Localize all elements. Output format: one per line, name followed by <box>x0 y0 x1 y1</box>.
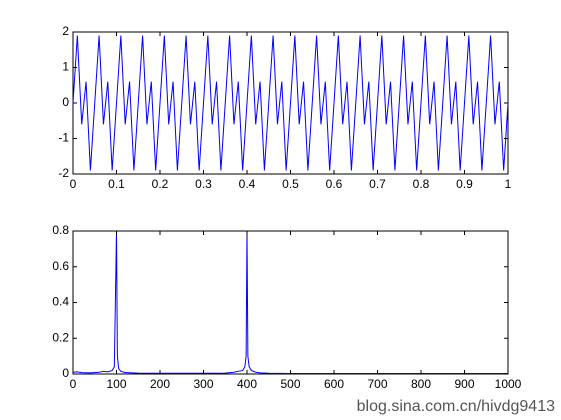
y-tick-label: 0 <box>62 95 69 109</box>
y-tick-label: 1 <box>62 60 69 74</box>
watermark: blog.sina.com.cn/hivdg9413 <box>357 398 555 415</box>
x-tick-label: 0.2 <box>152 177 169 191</box>
line <box>72 230 508 374</box>
x-tick-label: 0 <box>70 377 77 391</box>
y-tick-label: -1 <box>58 131 69 145</box>
x-tick-label: 0.1 <box>108 177 125 191</box>
x-tick-label: 1 <box>505 177 512 191</box>
x-tick-label: 1000 <box>495 377 522 391</box>
x-tick-label: 0 <box>70 177 77 191</box>
x-tick-label: 0.4 <box>239 177 256 191</box>
x-tick-label: 0.8 <box>413 177 430 191</box>
y-tick-label: -2 <box>58 166 69 180</box>
x-tick-label: 0.3 <box>195 177 212 191</box>
x-tick-label: 500 <box>280 377 300 391</box>
x-tick-label: 300 <box>193 377 213 391</box>
line <box>72 35 509 171</box>
x-tick-label: 400 <box>237 377 257 391</box>
x-tick-label: 200 <box>150 377 170 391</box>
x-tick-label: 600 <box>324 377 344 391</box>
y-tick-label: 0.6 <box>52 259 69 273</box>
x-tick-label: 700 <box>367 377 387 391</box>
x-tick-label: 100 <box>106 377 126 391</box>
x-tick-label: 0.7 <box>369 177 386 191</box>
y-tick-label: 0.2 <box>52 330 69 344</box>
y-tick-label: 2 <box>62 24 69 38</box>
x-tick-label: 0.9 <box>456 177 473 191</box>
y-tick-label: 0.8 <box>52 223 69 237</box>
x-tick-label: 800 <box>411 377 431 391</box>
y-tick-label: 0 <box>62 366 69 380</box>
x-tick-label: 900 <box>454 377 474 391</box>
axes-box <box>72 230 509 375</box>
x-tick-label: 0.6 <box>326 177 343 191</box>
x-tick-label: 0.5 <box>282 177 299 191</box>
y-tick-label: 0.4 <box>52 295 69 309</box>
